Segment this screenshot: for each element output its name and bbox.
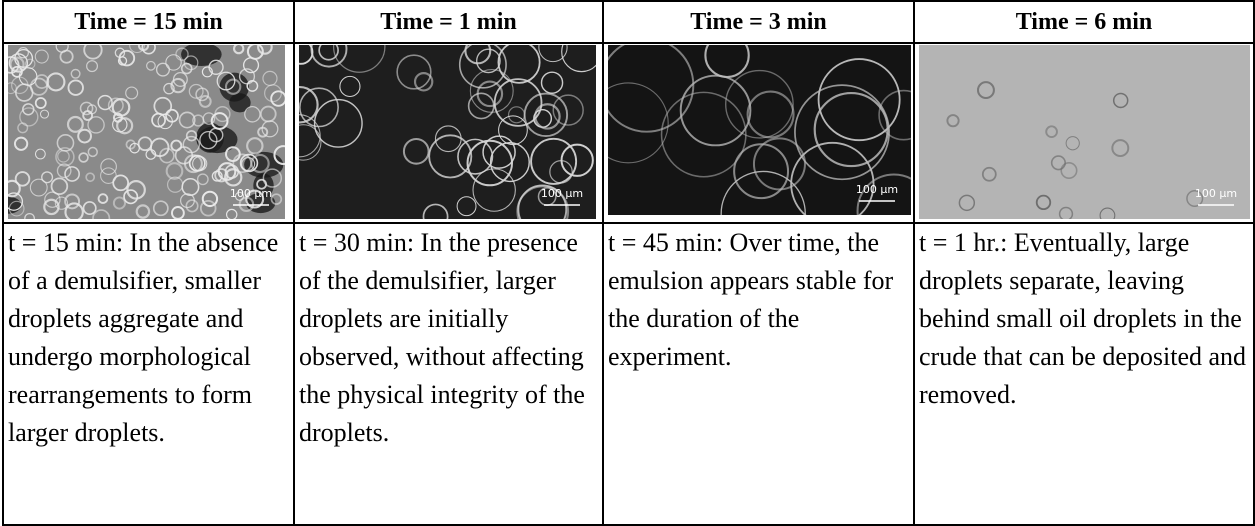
- micrograph: 100 µm: [299, 45, 596, 219]
- micrograph: 100 µm: [608, 45, 911, 215]
- header-cell: Time = 6 min: [914, 1, 1254, 43]
- header-row: Time = 15 min Time = 1 min Time = 3 min …: [3, 1, 1254, 43]
- image-cell: 100 µm: [294, 43, 603, 223]
- image-cell: 100 µm: [3, 43, 294, 223]
- micrograph: 100 µm: [919, 45, 1250, 219]
- micrograph: 100 µm: [8, 45, 285, 219]
- description-cell: t = 30 min: In the presence of the demul…: [294, 223, 603, 525]
- image-cell: 100 µm: [603, 43, 914, 223]
- header-cell: Time = 1 min: [294, 1, 603, 43]
- scale-label: 100 µm: [1195, 187, 1237, 200]
- scale-label: 100 µm: [541, 187, 583, 200]
- image-cell: 100 µm: [914, 43, 1254, 223]
- header-cell: Time = 3 min: [603, 1, 914, 43]
- results-table: Time = 15 min Time = 1 min Time = 3 min …: [2, 0, 1255, 526]
- scale-label: 100 µm: [856, 183, 898, 196]
- description-cell: t = 15 min: In the absence of a demulsif…: [3, 223, 294, 525]
- image-row: 100 µm 100 µm 100 µm 100 µm: [3, 43, 1254, 223]
- text-row: t = 15 min: In the absence of a demulsif…: [3, 223, 1254, 525]
- dark-patch: [229, 93, 250, 112]
- description-cell: t = 1 hr.: Eventually, large droplets se…: [914, 223, 1254, 525]
- header-cell: Time = 15 min: [3, 1, 294, 43]
- scale-label: 100 µm: [230, 187, 272, 200]
- description-cell: t = 45 min: Over time, the emulsion appe…: [603, 223, 914, 525]
